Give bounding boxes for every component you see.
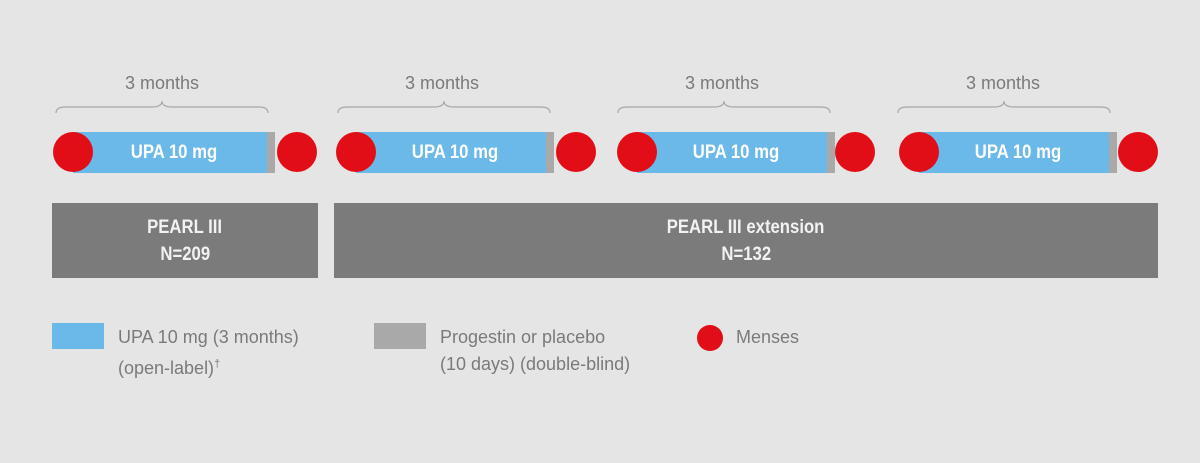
legend-menses-dot	[697, 325, 723, 351]
legend-progestin-swatch	[374, 323, 426, 349]
cycle-2-progestin-segment	[546, 132, 554, 173]
cycle-4-duration-label: 3 months	[965, 73, 1041, 93]
study-box-pearl-iii: PEARL III N=209	[52, 203, 318, 278]
legend-progestin-line1: Progestin or placebo	[440, 327, 606, 347]
cycle-4-menses-end-dot	[1118, 132, 1158, 172]
legend-upa-line1: UPA 10 mg (3 months)	[118, 327, 299, 347]
cycle-3-bar-label: UPA 10 mg	[692, 142, 780, 163]
cycle-1-upa-bar	[73, 132, 275, 173]
cycle-1-bar-label: UPA 10 mg	[130, 142, 218, 163]
cycle-3-progestin-segment	[827, 132, 835, 173]
cycle-1-brace	[55, 100, 269, 114]
cycle-1-progestin-segment	[267, 132, 275, 173]
cycle-2-menses-start-dot	[336, 132, 376, 172]
cycle-2-menses-end-dot	[556, 132, 596, 172]
cycle-3-duration-label: 3 months	[684, 73, 760, 93]
cycle-4-menses-start-dot	[899, 132, 939, 172]
cycle-3-menses-end-dot	[835, 132, 875, 172]
legend-upa-swatch	[52, 323, 104, 349]
cycle-1-menses-end-dot	[277, 132, 317, 172]
cycle-2-duration-label: 3 months	[404, 73, 480, 93]
cycle-4-progestin-segment	[1109, 132, 1117, 173]
cycle-4-brace	[897, 100, 1111, 114]
cycle-1-duration-label: 3 months	[124, 73, 200, 93]
study-name: PEARL III extension	[667, 216, 825, 238]
cycle-2-bar-label: UPA 10 mg	[411, 142, 499, 163]
legend-upa-line2-wrap: (open-label)†	[118, 351, 299, 382]
cycle-1-menses-start-dot	[53, 132, 93, 172]
cycle-3-brace	[617, 100, 831, 114]
cycle-2-upa-bar	[356, 132, 554, 173]
cycle-4-bar-label: UPA 10 mg	[974, 142, 1062, 163]
study-name: PEARL III	[147, 216, 223, 238]
cycle-4-upa-bar	[919, 132, 1117, 173]
cycle-3-upa-bar	[637, 132, 835, 173]
legend-menses-text: Menses	[736, 327, 800, 347]
legend-upa-text: UPA 10 mg (3 months) (open-label)†	[118, 324, 299, 382]
study-n: N=209	[160, 243, 210, 265]
cycle-2-brace	[337, 100, 551, 114]
study-n: N=132	[721, 243, 771, 265]
study-box-pearl-iii-extension: PEARL III extension N=132	[334, 203, 1158, 278]
legend-progestin-text: Progestin or placebo (10 days) (double-b…	[440, 324, 630, 378]
legend-progestin-line2: (10 days) (double-blind)	[440, 354, 631, 374]
legend-upa-line2: (open-label)	[118, 358, 215, 378]
cycle-3-menses-start-dot	[617, 132, 657, 172]
legend-upa-footnote-mark: †	[214, 358, 221, 370]
